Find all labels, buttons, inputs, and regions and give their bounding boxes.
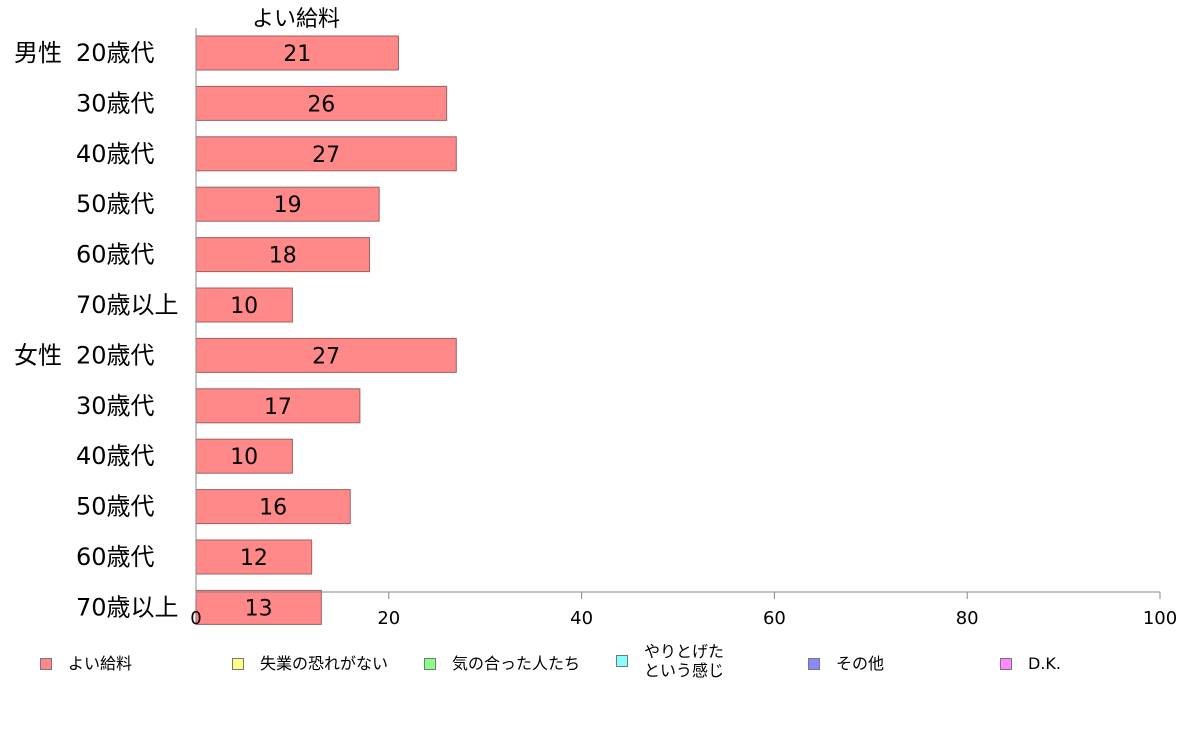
bar-value-label: 13 xyxy=(245,596,273,621)
legend-swatch xyxy=(232,657,244,670)
bar-value-label: 17 xyxy=(264,395,292,420)
legend: よい給料 失業の恐れがない 気の合った人たち やりとげた という感じ その他 D… xyxy=(0,640,1188,690)
bar xyxy=(195,85,448,121)
bar-value-label: 26 xyxy=(307,92,335,117)
category-label: 60歳代 xyxy=(76,543,155,571)
legend-label: 失業の恐れがない xyxy=(260,654,389,673)
category-label: 50歳代 xyxy=(76,493,155,521)
category-label: 70歳以上 xyxy=(76,593,179,621)
bar xyxy=(195,237,371,273)
bar-value-label: 10 xyxy=(230,445,258,470)
chart-title: よい給料 xyxy=(252,7,340,32)
x-tick-label: 80 xyxy=(956,608,979,629)
x-tick-label: 100 xyxy=(1143,608,1177,629)
bar xyxy=(195,136,457,172)
legend-swatch xyxy=(808,657,820,670)
bar-chart: よい給料 2120歳代男性2630歳代2740歳代1950歳代1860歳代107… xyxy=(14,7,1177,629)
bar-value-label: 18 xyxy=(269,244,297,269)
legend-label: やりとげた という感じ xyxy=(644,642,725,680)
category-label: 70歳以上 xyxy=(76,291,179,319)
category-label: 40歳代 xyxy=(76,442,155,470)
legend-label: D.K. xyxy=(1028,654,1061,673)
legend-swatch xyxy=(40,657,52,670)
legend-item-coworkers: 気の合った人たち xyxy=(424,654,580,673)
category-label: 40歳代 xyxy=(76,140,155,168)
x-tick-label: 40 xyxy=(570,608,593,629)
legend-label: 気の合った人たち xyxy=(452,654,581,673)
category-label: 20歳代 xyxy=(76,39,155,67)
bar xyxy=(195,35,399,71)
group-label: 男性 xyxy=(14,39,62,67)
legend-item-dk: D.K. xyxy=(1000,654,1061,673)
group-label: 女性 xyxy=(14,341,62,369)
category-label: 30歳代 xyxy=(76,392,155,420)
bar xyxy=(195,186,380,222)
bar-value-label: 27 xyxy=(312,344,340,369)
x-tick-label: 20 xyxy=(377,608,400,629)
bar xyxy=(195,539,313,575)
bar xyxy=(195,489,351,525)
category-label: 30歳代 xyxy=(76,89,155,117)
category-label: 20歳代 xyxy=(76,341,155,369)
legend-item-other: その他 xyxy=(808,654,884,673)
category-label: 50歳代 xyxy=(76,190,155,218)
legend-swatch xyxy=(616,655,628,667)
category-label: 60歳代 xyxy=(76,241,155,269)
bar-value-label: 27 xyxy=(312,143,340,168)
x-tick-label: 0 xyxy=(190,608,201,629)
legend-swatch xyxy=(424,657,436,670)
legend-swatch xyxy=(1000,657,1012,670)
legend-item-salary: よい給料 xyxy=(40,654,132,673)
legend-item-job-security: 失業の恐れがない xyxy=(232,654,388,673)
bar-value-label: 10 xyxy=(230,294,258,319)
bar-value-label: 12 xyxy=(240,546,268,571)
legend-label: その他 xyxy=(836,654,885,673)
bar xyxy=(195,589,322,625)
legend-item-accomplishment: やりとげた という感じ xyxy=(616,642,724,680)
bar-value-label: 21 xyxy=(283,42,311,67)
bar-value-label: 19 xyxy=(274,193,302,218)
x-tick-label: 60 xyxy=(763,608,786,629)
legend-label: よい給料 xyxy=(68,654,133,673)
bar-value-label: 16 xyxy=(259,496,287,521)
bar xyxy=(195,337,457,373)
